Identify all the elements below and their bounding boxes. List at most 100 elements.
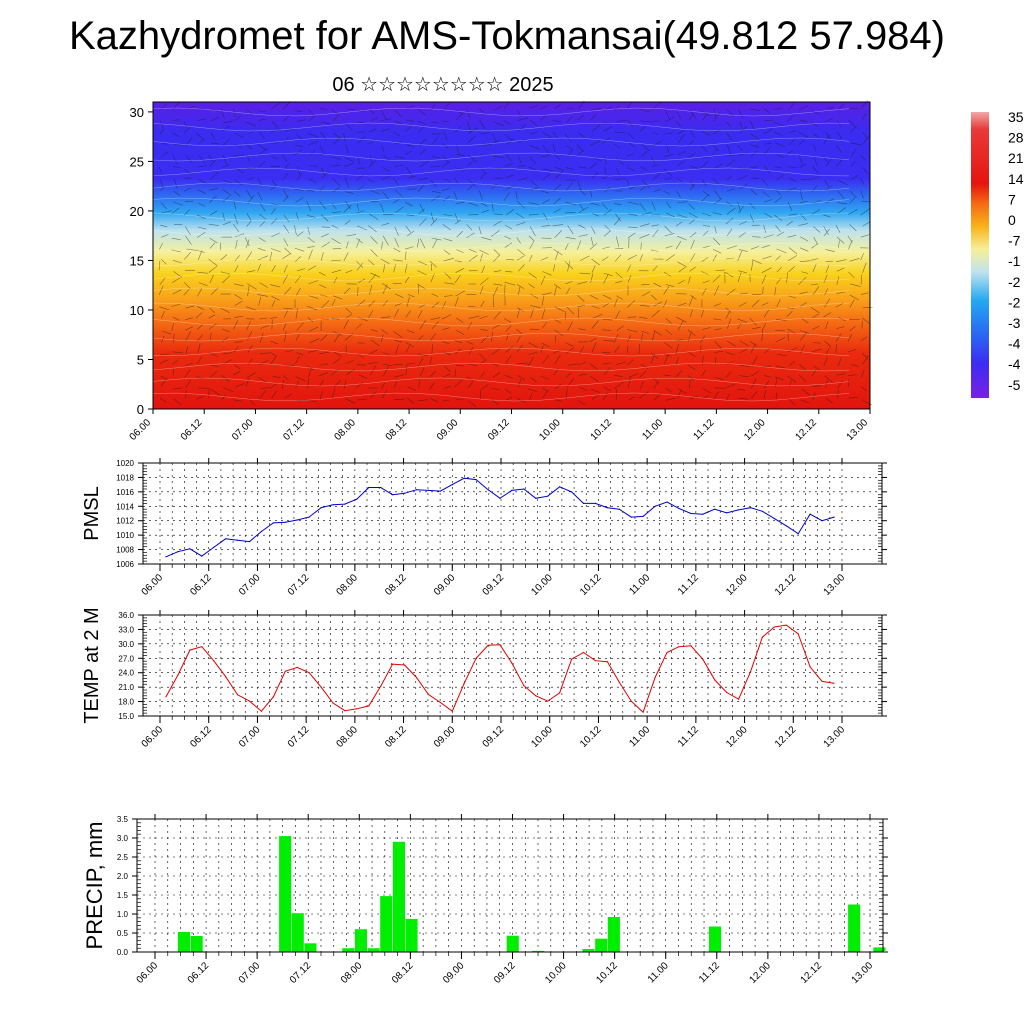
precip-bar <box>848 904 861 952</box>
pmsl-data-point <box>714 508 716 510</box>
wind-barb <box>604 186 611 192</box>
wind-barb <box>775 255 781 262</box>
wind-barb <box>775 365 786 369</box>
wind-barb <box>838 316 846 322</box>
wind-barb <box>848 209 858 215</box>
wind-barb <box>294 275 301 284</box>
wind-barb <box>208 155 214 163</box>
wind-barb <box>849 125 858 134</box>
wind-barb <box>381 241 383 250</box>
wind-barb <box>774 166 782 169</box>
wind-barb <box>530 293 539 299</box>
wind-barb <box>160 224 168 228</box>
wind-barb <box>812 286 820 296</box>
heatmap-fill <box>153 102 870 409</box>
wind-barb <box>429 382 435 390</box>
wind-barb <box>850 364 860 367</box>
wind-barb <box>444 282 455 285</box>
wind-barb <box>294 247 305 252</box>
wind-barb <box>234 114 241 122</box>
wind-barb <box>185 379 191 389</box>
wind-barb <box>823 228 831 236</box>
wind-barb <box>283 136 289 144</box>
wind-barb <box>738 270 747 274</box>
wind-barb <box>209 188 218 191</box>
wind-barb <box>565 167 574 170</box>
wind-barb <box>750 166 758 168</box>
x-tick-label: 11.12 <box>676 724 701 749</box>
wind-barb <box>788 379 792 387</box>
wind-barb <box>357 136 366 144</box>
wind-barb <box>577 295 585 302</box>
wind-barb <box>541 199 550 204</box>
wind-barb <box>491 388 500 390</box>
x-tick-label: 07.12 <box>286 724 312 750</box>
wind-barb <box>589 243 598 250</box>
temp-data-point <box>773 626 776 628</box>
wind-barb <box>246 213 252 221</box>
wind-barb <box>689 232 697 238</box>
temp-data-point <box>833 682 835 684</box>
wind-barb <box>173 398 182 405</box>
wind-barb <box>750 379 757 389</box>
wind-barb <box>185 154 193 163</box>
wind-barb <box>395 344 400 355</box>
wind-barb <box>431 191 441 193</box>
wind-barb <box>172 351 183 354</box>
y-tick-label: 1020 <box>116 459 134 468</box>
wind-barb <box>160 379 167 387</box>
wind-barb <box>209 332 212 341</box>
x-tick-label: 11.12 <box>697 960 722 985</box>
wind-barb <box>455 113 463 121</box>
wind-barb <box>640 242 642 250</box>
temp-data-point <box>821 680 823 683</box>
wind-barb <box>700 335 706 343</box>
wind-barb <box>688 212 698 218</box>
temp-data-point <box>511 662 513 664</box>
wind-barb <box>713 318 722 321</box>
pmsl-data-point <box>439 490 441 492</box>
wind-barb <box>861 317 871 325</box>
wind-barb <box>478 108 487 115</box>
wind-barb <box>404 263 408 274</box>
precip-bar <box>342 948 355 952</box>
wind-barb <box>849 197 856 204</box>
wind-barb <box>370 117 379 121</box>
wind-barb <box>394 374 405 378</box>
wind-barb <box>515 328 523 335</box>
colorbar-label: 0 <box>1008 212 1016 228</box>
x-tick-label: 09.12 <box>486 417 512 443</box>
wind-barb <box>395 164 404 167</box>
wind-barb <box>540 155 551 158</box>
x-tick-label: 09.12 <box>481 572 507 598</box>
wind-barb <box>640 120 652 123</box>
wind-barb <box>405 225 412 233</box>
wind-barb <box>516 335 521 343</box>
wind-barb <box>739 292 748 295</box>
wind-barb <box>431 136 438 145</box>
grid <box>143 462 882 565</box>
wind-barb <box>185 105 196 110</box>
wind-barb <box>441 314 452 320</box>
colorbar-label: -4 <box>1008 356 1021 372</box>
x-tick-label: 08.00 <box>335 724 361 750</box>
wind-barb <box>712 212 722 215</box>
wind-barb <box>590 107 602 111</box>
wind-barb <box>604 224 611 231</box>
wind-barb <box>566 287 571 295</box>
wind-barb <box>836 276 840 285</box>
wind-barb <box>602 362 611 365</box>
wind-barb <box>357 353 364 358</box>
wind-barb <box>676 191 681 198</box>
wind-barb <box>283 195 289 202</box>
pmsl-data-point <box>368 486 370 489</box>
wind-barb <box>308 115 315 122</box>
wind-barb <box>580 255 590 261</box>
pmsl-data-point <box>761 510 764 512</box>
wind-barb <box>763 224 766 233</box>
wind-barb <box>737 250 743 262</box>
wind-barb <box>395 206 404 214</box>
wind-barb <box>467 400 477 407</box>
wind-barb <box>283 238 288 246</box>
wind-barb <box>739 375 750 378</box>
